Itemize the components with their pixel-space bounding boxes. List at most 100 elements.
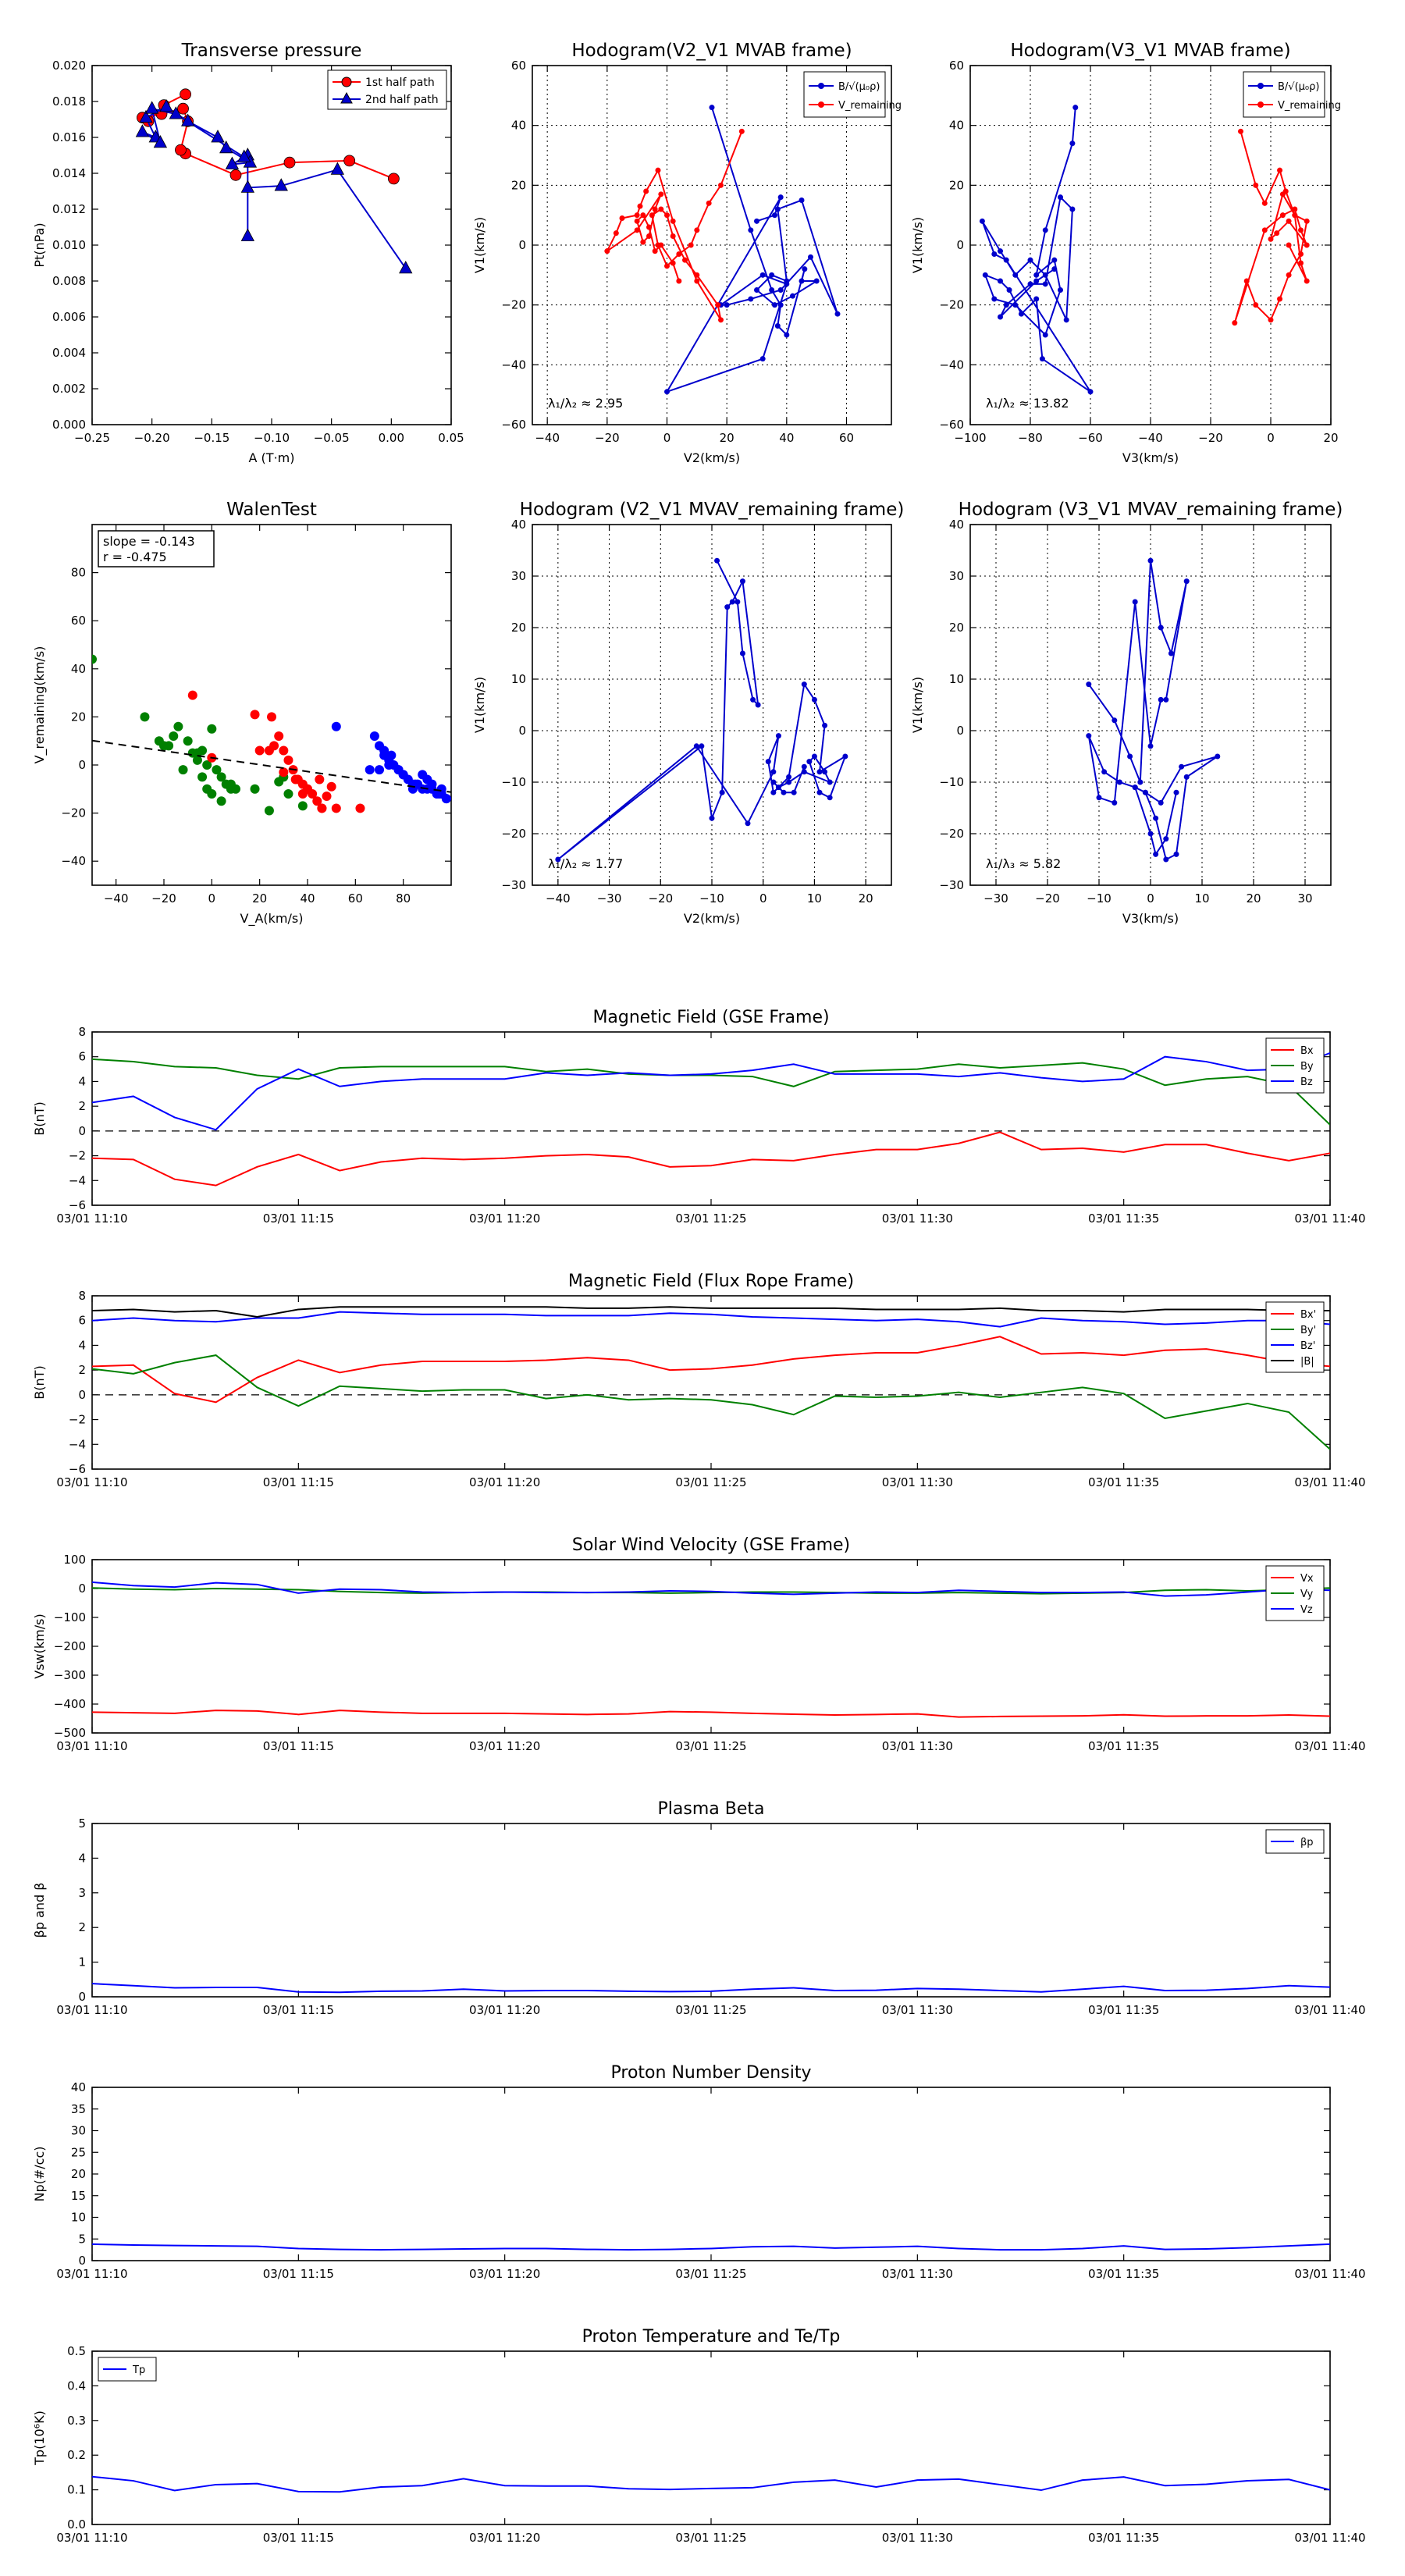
plot-frame-4 (532, 524, 892, 886)
data-point (264, 806, 274, 816)
data-point (365, 765, 375, 775)
data-point (1132, 785, 1138, 791)
data-point (197, 772, 208, 782)
plot-frame-12 (91, 1031, 1331, 1206)
data-point (216, 772, 226, 782)
x-tick-label-2: 0 (663, 431, 671, 445)
data-point (1261, 227, 1268, 233)
x-tick-label-6: 03/01 11:40 (1294, 1475, 1365, 1489)
plot-area (979, 105, 1310, 395)
data-point (355, 803, 365, 813)
plot-frame-15 (91, 1823, 1331, 1998)
data-point (724, 604, 731, 610)
chart-title: WalenTest (226, 500, 317, 520)
x-tick-label-5: 20 (1246, 891, 1261, 906)
x-tick-label-3: −40 (1138, 431, 1163, 445)
data-point (1298, 227, 1304, 233)
x-tick-label-0: −0.25 (74, 431, 110, 445)
series-line-0 (92, 2243, 1330, 2251)
x-tick-label-6: 20 (859, 891, 873, 906)
y-tick-label-1: −4 (69, 1173, 86, 1187)
data-point (1012, 302, 1019, 308)
timeseries-7: 03/01 11:10 03/01 11:15 03/01 11:20 03/01 1… (32, 1272, 1366, 1489)
x-tick-label-2: 03/01 11:20 (469, 1475, 540, 1489)
x-tick-label-1: −80 (1018, 431, 1043, 445)
y-axis-label: B(nT) (32, 1101, 47, 1135)
y-tick-label-5: 0.5 (67, 2344, 86, 2358)
data-point (312, 796, 322, 806)
data-point (1058, 287, 1063, 293)
data-point (1173, 851, 1179, 857)
legend: B/√(μ₀ρ) V_remaining (803, 71, 902, 118)
y-tick-label-4: 10 (511, 672, 526, 686)
x-tick-label-4: 03/01 11:30 (882, 1739, 953, 1753)
x-tick-label-1: 03/01 11:15 (263, 1212, 334, 1226)
data-point (1183, 578, 1190, 585)
data-point (676, 251, 682, 257)
data-point (619, 215, 625, 221)
x-tick-label-1: 03/01 11:15 (263, 1739, 334, 1753)
data-point (739, 578, 745, 585)
data-point (555, 856, 561, 863)
data-point (694, 278, 700, 284)
data-point (1027, 281, 1033, 287)
series-line-2 (92, 1581, 1330, 1597)
x-axis-label: V2(km/s) (684, 450, 740, 465)
series-line-0 (92, 1336, 1330, 1404)
legend-label-0: B/√(μ₀ρ) (838, 81, 880, 93)
y-tick-label-7: 0.014 (52, 166, 86, 180)
data-point (1268, 317, 1274, 323)
data-point (1158, 799, 1164, 806)
data-point (777, 302, 784, 308)
data-point (775, 733, 781, 739)
data-point (694, 272, 700, 278)
series-line-0 (981, 107, 1091, 393)
data-point (1042, 227, 1048, 233)
y-tick-label-2: −20 (501, 298, 526, 312)
y-tick-label-3: 15 (71, 2189, 86, 2203)
data-point (418, 770, 428, 780)
data-point (1137, 779, 1144, 785)
data-point (770, 789, 777, 795)
series-line-2 (92, 1052, 1330, 1131)
chart-title: Solar Wind Velocity (GSE Frame) (572, 1535, 850, 1555)
y-tick-label-5: 20 (949, 621, 964, 635)
x-tick-label-2: 0 (208, 891, 216, 906)
data-point (159, 99, 173, 112)
data-point (781, 789, 787, 795)
data-point (759, 272, 766, 278)
y-tick-label-1: −40 (939, 358, 964, 372)
data-point (1215, 753, 1221, 760)
y-tick-label-1: −400 (54, 1697, 86, 1711)
legend-label-0: Bx (1300, 1045, 1314, 1057)
y-tick-label-0: 0.000 (52, 418, 86, 432)
data-point (729, 599, 735, 605)
data-point (765, 759, 771, 765)
y-tick-label-6: 6 (78, 1314, 86, 1328)
data-point (634, 218, 640, 224)
plot-area (92, 654, 451, 816)
data-point (254, 745, 265, 756)
y-tick-label-0: −6 (69, 1198, 86, 1212)
timeseries-8: 03/01 11:10 03/01 11:15 03/01 11:20 03/01 1… (32, 1535, 1366, 1753)
data-point (1286, 272, 1292, 278)
y-axis-label: Vsw(km/s) (32, 1614, 47, 1678)
legend: Tp (98, 2357, 157, 2382)
data-point (202, 784, 212, 794)
series-line-0 (92, 2475, 1330, 2493)
data-point (225, 156, 240, 169)
x-tick-label-5: 0.00 (379, 431, 404, 445)
y-tick-label-4: 20 (949, 178, 964, 192)
y-tick-label-3: −200 (54, 1639, 86, 1653)
data-point (652, 248, 658, 254)
x-tick-label-3: 20 (252, 891, 267, 906)
legend-label-0: 1st half path (365, 76, 435, 89)
y-tick-label-3: 0 (518, 238, 526, 252)
data-point (1279, 191, 1286, 197)
data-point (791, 789, 797, 795)
x-tick-label-4: 03/01 11:30 (882, 1212, 953, 1226)
data-point (219, 140, 233, 154)
x-tick-label-5: 10 (807, 891, 822, 906)
data-point (1042, 332, 1048, 338)
data-point (655, 167, 661, 173)
